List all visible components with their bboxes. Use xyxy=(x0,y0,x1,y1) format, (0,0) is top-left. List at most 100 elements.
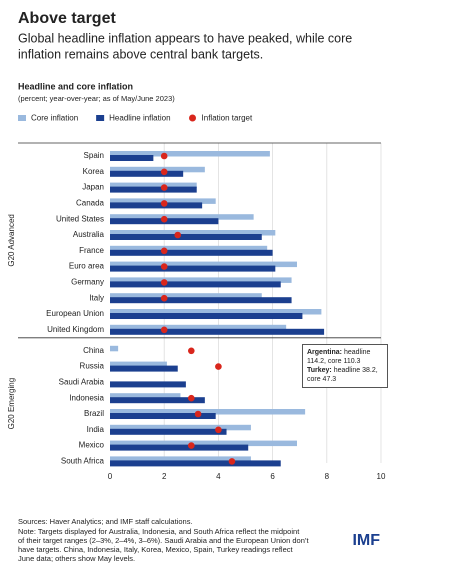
note: Note: Targets displayed for Australia, I… xyxy=(18,527,300,536)
bar xyxy=(110,186,197,193)
note: of their target ranges (2–3%, 2–4%, 3–6%… xyxy=(18,536,310,545)
bar xyxy=(110,277,292,283)
bar xyxy=(110,309,322,315)
y-tick-label: Saudi Arabia xyxy=(59,378,105,387)
y-tick-label: Australia xyxy=(73,230,105,239)
bar xyxy=(110,381,186,388)
x-tick-label: 6 xyxy=(270,472,275,481)
logo: IMF xyxy=(352,532,380,549)
bar xyxy=(110,397,205,404)
target-dot xyxy=(194,410,202,418)
note: Sources: Haver Analytics; and IMF staff … xyxy=(18,517,193,526)
y-tick-label: Euro area xyxy=(69,262,105,271)
note: have targets. China, Indonesia, Italy, K… xyxy=(18,545,294,554)
group-label: G20 Emerging xyxy=(7,378,16,430)
target-dot xyxy=(188,442,195,449)
y-tick-label: United Kingdom xyxy=(47,325,104,334)
target-dot xyxy=(160,200,168,207)
annotation-label: Turkey: xyxy=(307,367,332,374)
target-dot xyxy=(160,294,168,302)
bar xyxy=(110,293,262,299)
annotation-label: Argentina: xyxy=(307,349,342,356)
y-tick-label: Japan xyxy=(82,183,104,192)
target-dot xyxy=(160,247,168,255)
bar xyxy=(110,424,251,431)
x-tick-label: 4 xyxy=(216,472,221,481)
bar xyxy=(110,324,287,331)
target-dot xyxy=(215,426,222,434)
y-tick-label: United States xyxy=(56,214,104,223)
bar xyxy=(110,313,303,319)
bar xyxy=(110,182,197,189)
target-dot xyxy=(188,394,195,402)
x-tick-label: 2 xyxy=(162,472,167,481)
y-tick-label: Russia xyxy=(80,362,105,371)
bar xyxy=(110,234,262,240)
bar xyxy=(110,440,297,447)
bar xyxy=(110,245,268,252)
bar xyxy=(110,365,178,372)
x-tick-label: 10 xyxy=(377,472,386,481)
target-dot xyxy=(188,347,195,355)
bar xyxy=(110,413,216,419)
chart-title: Headline and core inflation xyxy=(18,81,133,91)
y-tick-label: Spain xyxy=(84,151,104,160)
bar xyxy=(110,428,227,435)
target-dot xyxy=(160,279,168,286)
y-tick-label: European Union xyxy=(46,309,104,318)
x-tick-label: 0 xyxy=(108,472,113,481)
y-tick-label: Mexico xyxy=(79,441,105,450)
target-dot xyxy=(160,168,168,176)
y-tick-label: Italy xyxy=(89,293,104,302)
y-tick-label: Korea xyxy=(83,167,105,176)
bar xyxy=(110,155,154,161)
subtitle: Global headline inflation appears to hav… xyxy=(18,31,352,45)
bar xyxy=(110,393,181,399)
legend-label: Headline inflation xyxy=(109,114,170,123)
bar xyxy=(110,345,119,352)
bar xyxy=(110,249,273,256)
target-dot xyxy=(160,215,168,223)
group-label: G20 Advanced xyxy=(7,214,16,266)
legend-label: Core inflation xyxy=(31,114,78,123)
chart-subtitle: (percent; year-over-year; as of May/June… xyxy=(18,94,175,103)
annotation-text: headline 38.2, core 47.3 xyxy=(307,367,378,383)
legend-marker xyxy=(18,115,26,121)
bar xyxy=(110,202,203,209)
bar xyxy=(110,230,276,236)
note: June data; others show May levels. xyxy=(18,554,135,563)
bar xyxy=(110,456,251,462)
bar xyxy=(110,460,281,467)
bar xyxy=(110,170,184,177)
y-tick-label: South Africa xyxy=(61,457,105,466)
bar xyxy=(110,151,270,157)
y-tick-label: France xyxy=(79,246,104,255)
target-dot xyxy=(228,458,236,465)
target-dot xyxy=(160,326,168,334)
bar xyxy=(110,261,297,268)
x-tick-label: 8 xyxy=(325,472,330,481)
annotation-text: headline 114.2, core 110.3 xyxy=(307,349,371,365)
target-dot xyxy=(160,152,168,160)
bar xyxy=(110,409,306,415)
target-dot xyxy=(160,184,168,191)
bar xyxy=(110,281,281,288)
bar xyxy=(110,444,249,451)
bar xyxy=(110,361,167,368)
bar xyxy=(110,166,205,173)
y-tick-label: Indonesia xyxy=(69,393,104,402)
bar xyxy=(110,265,276,272)
target-dot xyxy=(174,231,182,239)
annotation-line: Turkey: headline 38.2, core 47.3 xyxy=(307,366,383,384)
y-tick-label: Brazil xyxy=(84,409,104,418)
bar xyxy=(110,214,254,220)
y-tick-label: Canada xyxy=(76,199,105,208)
bar xyxy=(110,297,292,304)
target-dot xyxy=(215,363,222,370)
annotation: Argentina: headline 114.2, core 110.3 Tur… xyxy=(302,344,388,388)
y-tick-label: China xyxy=(83,346,104,355)
target-dot xyxy=(160,263,168,270)
annotation-line: Argentina: headline 114.2, core 110.3 xyxy=(307,348,383,366)
legend-marker xyxy=(96,115,105,121)
